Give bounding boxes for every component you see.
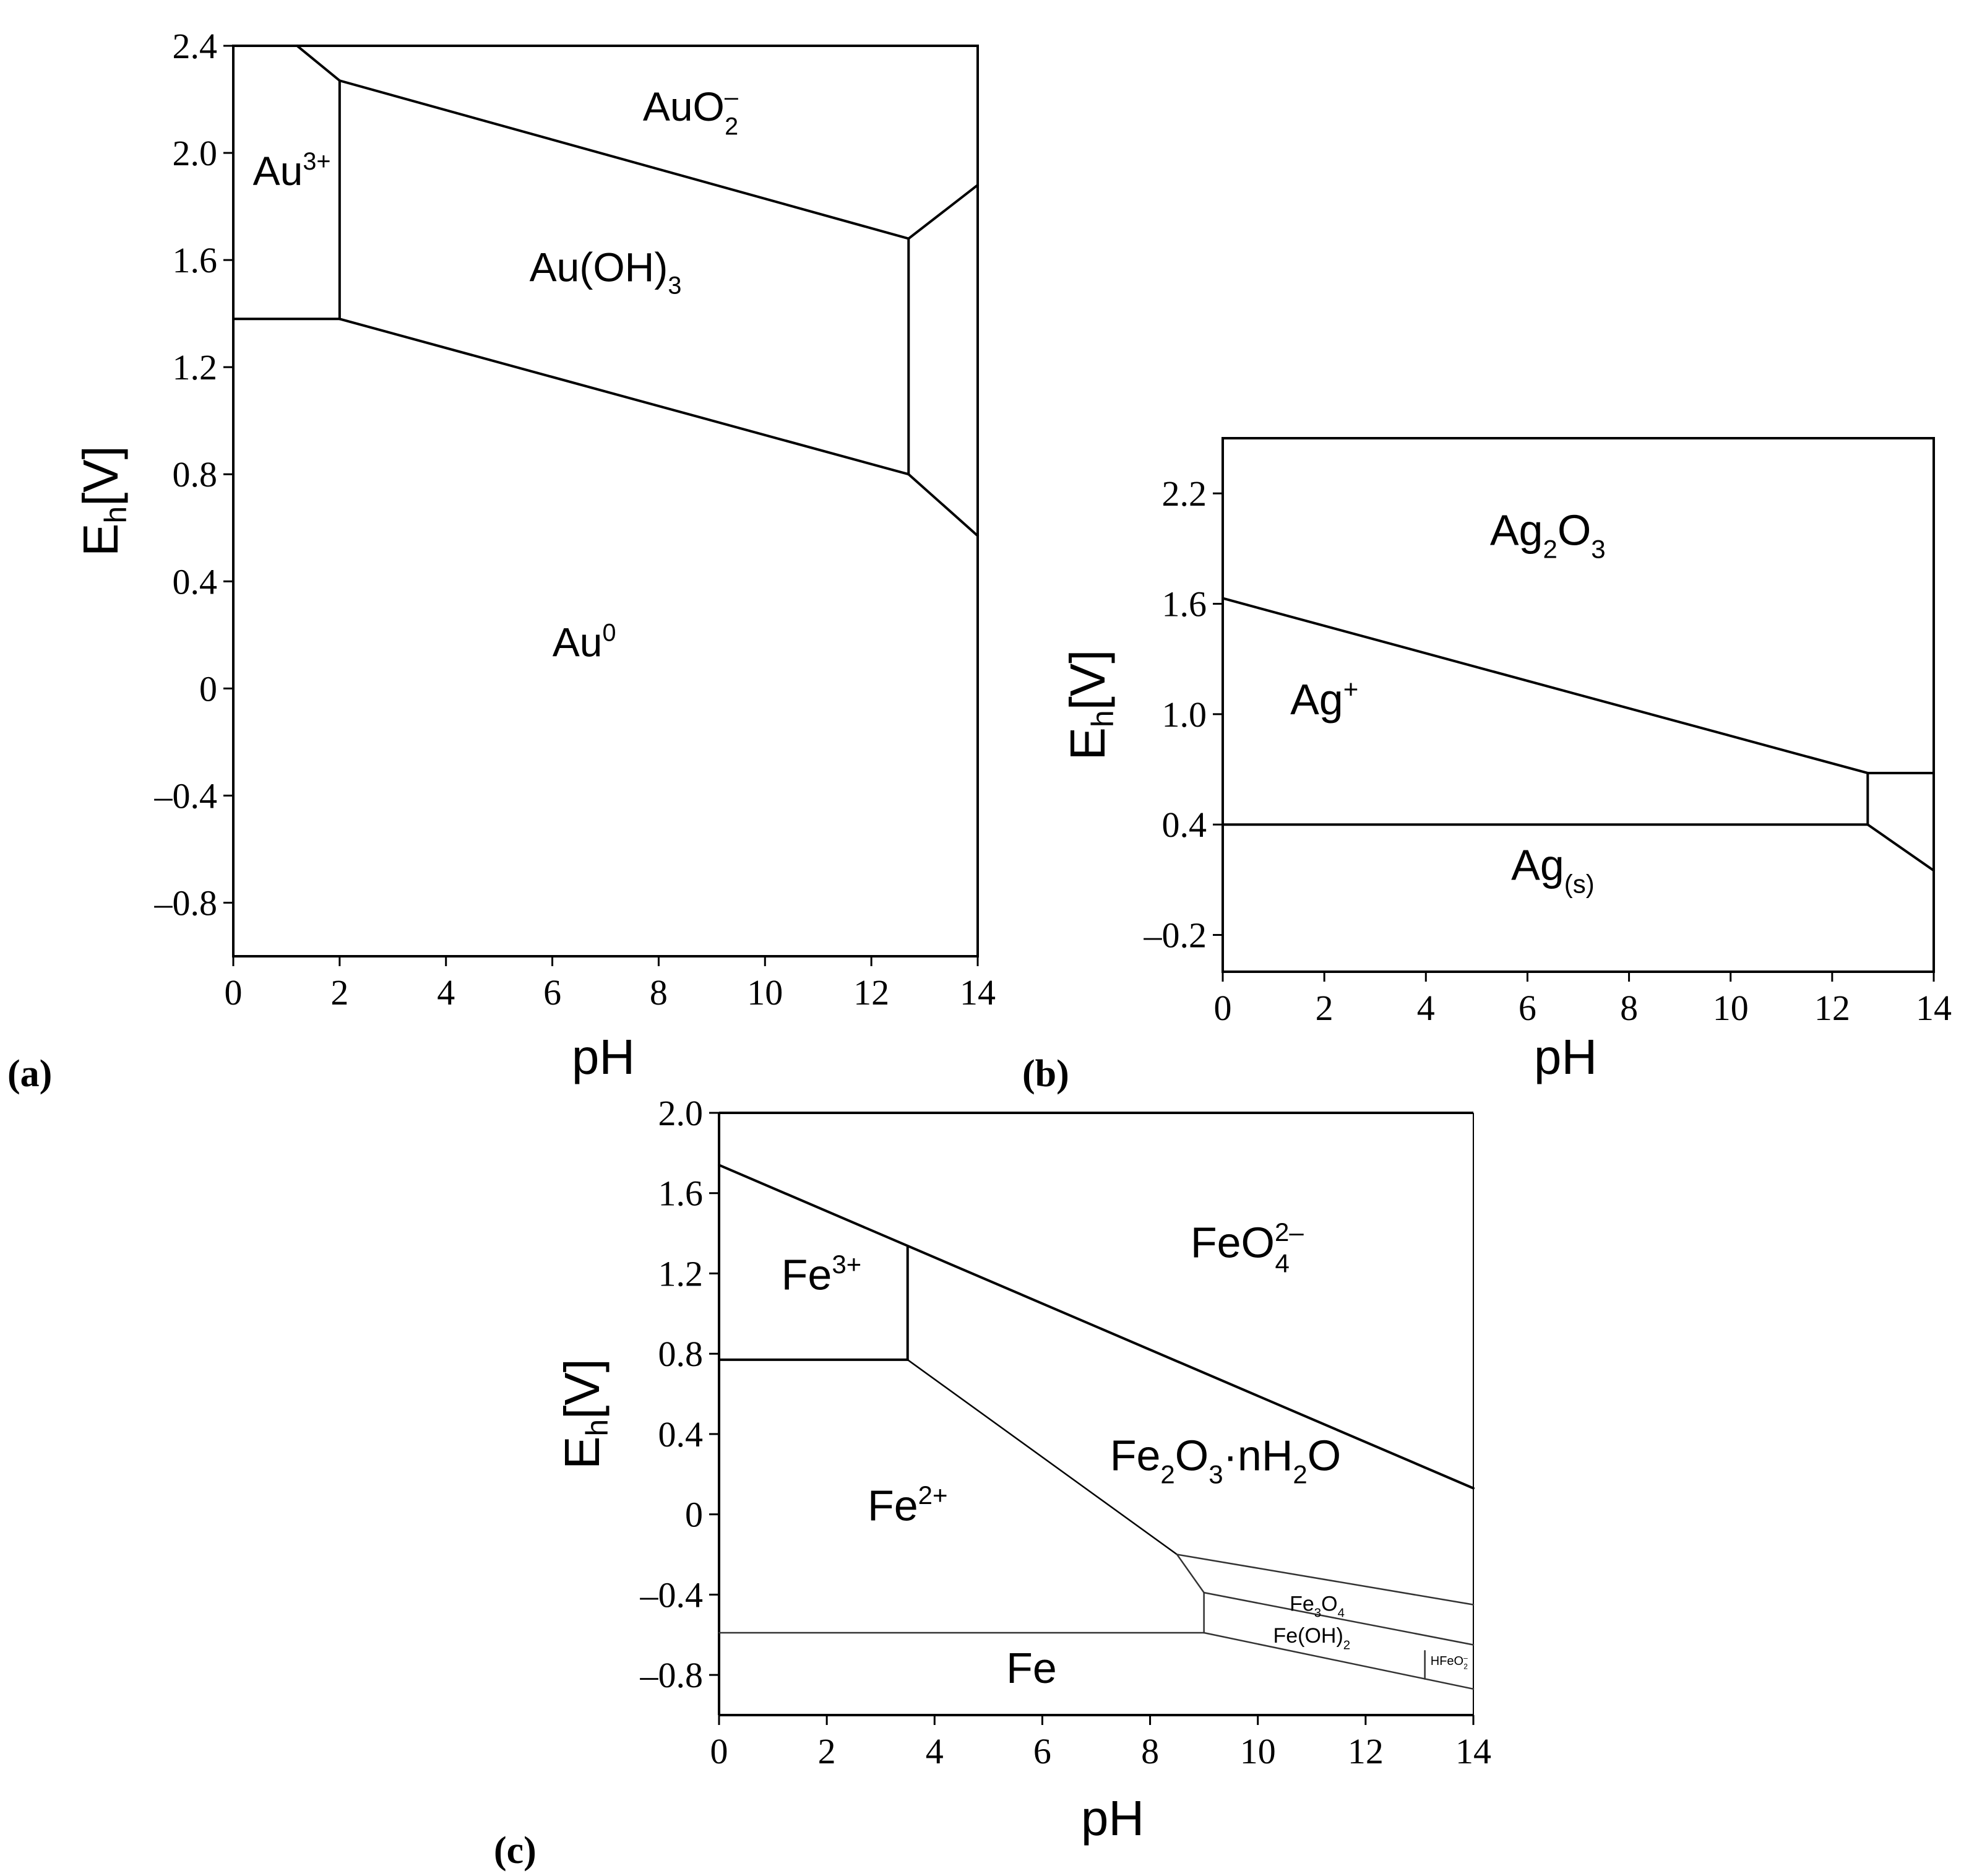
y-tick-label: 2.4 [173, 26, 218, 66]
phase-boundary-line [338, 79, 910, 240]
x-tick-label: 6 [543, 972, 561, 1013]
phase-boundary-line [1222, 597, 1869, 774]
region-label: Ag+​ [1290, 674, 1358, 724]
plot-frame-a [232, 45, 979, 957]
region-label: Ag(s)​ [1511, 841, 1595, 898]
x-tick-label: 12 [1348, 1731, 1384, 1771]
chart-panel-c: 2.01.61.20.80.40–0.4–0.80 2 4 6 8 10 12 14pHEh[… [554, 1093, 1491, 1846]
y-tick-label: 0.8 [658, 1334, 704, 1374]
region-label: HFeO–2​ [1431, 1653, 1468, 1671]
panel-tag-a: (a) [7, 1053, 52, 1095]
x-tick-label: 14 [1455, 1731, 1491, 1771]
y-tick-label: 2.2 [1162, 473, 1207, 514]
y-tick-label: 1.6 [1162, 584, 1207, 625]
region-label: Fe3​O4​ [1290, 1592, 1345, 1620]
x-tick-label: 8 [650, 972, 668, 1013]
y-tick-label: –0.2 [1144, 915, 1207, 956]
x-tick-label: 4 [437, 972, 455, 1013]
y-tick-label: 2.0 [173, 133, 218, 173]
y-tick-label: –0.8 [640, 1655, 704, 1695]
phase-boundary-line [296, 45, 341, 82]
x-tick-label: 8 [1141, 1731, 1159, 1771]
y-tick-label: 0 [685, 1495, 703, 1535]
x-tick-label: 10 [1713, 988, 1749, 1028]
region-label: AuO–2​ [643, 84, 738, 140]
y-tick-label: –0.4 [154, 776, 218, 816]
y-tick-label: 1.0 [1162, 694, 1207, 735]
y-tick-label: 0.8 [173, 454, 218, 495]
x-tick-label: 12 [1814, 988, 1850, 1028]
x-tick-label: 0 [225, 972, 243, 1013]
y-tick-label: –0.4 [640, 1575, 704, 1615]
region-label: Au0​ [553, 619, 616, 665]
x-tick-label: 10 [1240, 1731, 1276, 1771]
phase-boundary-line [907, 473, 979, 537]
x-tick-label: 0 [710, 1731, 728, 1771]
x-tick-label: 4 [1417, 988, 1435, 1028]
x-tick-label: 8 [1620, 988, 1638, 1028]
x-tick-label: 6 [1519, 988, 1536, 1028]
y-axis-label: Eh[V] [73, 446, 133, 556]
region-label: Au(OH)3​ [530, 244, 682, 300]
x-tick-label: 12 [853, 972, 889, 1013]
y-tick-label: 0.4 [658, 1414, 704, 1455]
phase-boundary-line [907, 1359, 1178, 1555]
phase-boundary-line [1203, 1632, 1475, 1690]
region-label: FeO2–4​ [1191, 1217, 1304, 1277]
x-tick-label: 10 [747, 972, 783, 1013]
phase-boundary-line [1203, 1591, 1475, 1646]
region-label: Fe3+​ [782, 1250, 862, 1299]
y-axis-label: Eh[V] [554, 1359, 614, 1469]
panel-tag-b: (b) [1022, 1053, 1069, 1095]
x-axis-label: pH [1081, 1791, 1144, 1846]
x-tick-label: 2 [330, 972, 348, 1013]
region-label: Ag2​O3​ [1490, 506, 1606, 563]
region-label: Fe2​O3​·nH2​O [1110, 1431, 1341, 1489]
phase-boundary-line [1176, 1554, 1205, 1594]
y-axis-label: Eh[V] [1060, 650, 1120, 761]
x-tick-label: 14 [960, 972, 996, 1013]
y-tick-label: 1.6 [658, 1174, 704, 1214]
chart-panel-a: 2.4 2.0 1.6 1.2 0.8 0.4 0 –0.4 –0.8 0 2 4 6 8 10 12 14 pH… [73, 26, 996, 1084]
x-tick-label: 2 [1316, 988, 1334, 1028]
x-tick-label: 14 [1916, 988, 1952, 1028]
y-tick-label: 0.4 [1162, 805, 1207, 845]
x-tick-label: 4 [926, 1731, 944, 1771]
panel-tag-c: (c) [494, 1830, 536, 1872]
x-tick-label: 2 [818, 1731, 836, 1771]
phase-boundary-line [1866, 823, 1935, 872]
region-label: Au3+​ [253, 148, 331, 194]
phase-boundary-line [1176, 1554, 1475, 1606]
region-label: Fe(OH)2​ [1273, 1624, 1350, 1652]
chart-panel-b: 2.2 1.6 1.0 0.4 –0.20 2 4 6 8 10 12 14 pH Eh[V] Ag2​O3… [1060, 437, 1952, 1084]
x-tick-label: 0 [1214, 988, 1232, 1028]
phase-boundary-line [718, 1164, 1475, 1490]
plot-frame-b [1222, 437, 1935, 973]
phase-boundary-line [907, 183, 979, 240]
x-tick-label: 6 [1033, 1731, 1051, 1771]
phase-boundary-line [338, 318, 910, 476]
y-tick-label: 1.6 [173, 240, 218, 280]
y-tick-label: –0.8 [154, 883, 218, 923]
x-axis-label: pH [1534, 1029, 1597, 1084]
y-tick-label: 1.2 [658, 1253, 704, 1294]
y-tick-label: 1.2 [173, 347, 218, 387]
y-tick-label: 0 [199, 668, 217, 709]
region-label: Fe2+​ [868, 1480, 948, 1530]
y-tick-label: 2.0 [658, 1093, 704, 1133]
x-axis-label: pH [572, 1029, 635, 1084]
y-tick-label: 0.4 [173, 561, 218, 602]
region-label: Fe [1006, 1644, 1057, 1692]
